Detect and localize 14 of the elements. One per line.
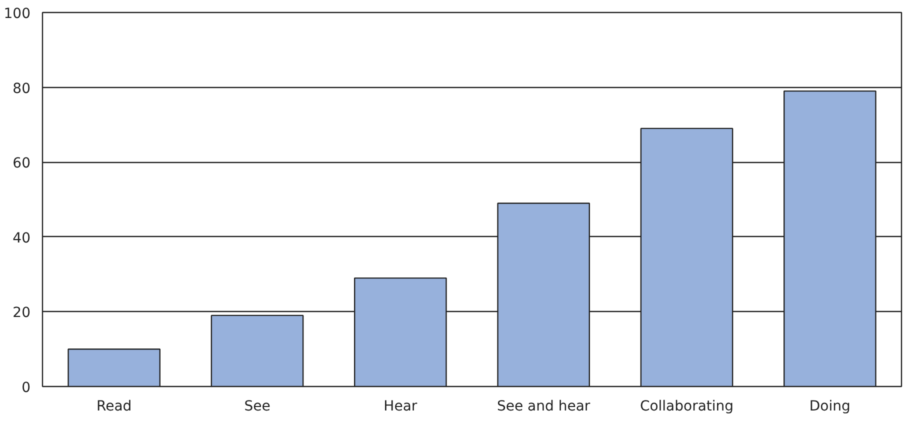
x-tick-label: Hear [384, 398, 418, 414]
y-tick-label: 60 [12, 156, 31, 172]
y-tick-label: 80 [12, 80, 31, 97]
y-tick-label: 20 [12, 305, 31, 322]
x-tick-label: See and hear [496, 398, 590, 414]
y-tick-label: 0 [22, 380, 31, 396]
x-tick-label: Read [96, 398, 132, 414]
x-tick-label: See [244, 398, 270, 414]
y-tick-label: 100 [4, 6, 31, 22]
bar [210, 314, 304, 386]
x-tick-label: Doing [809, 398, 850, 414]
x-tick-label: Collaborating [640, 398, 734, 414]
bar [68, 348, 160, 386]
y-tick-label: 40 [12, 230, 31, 246]
